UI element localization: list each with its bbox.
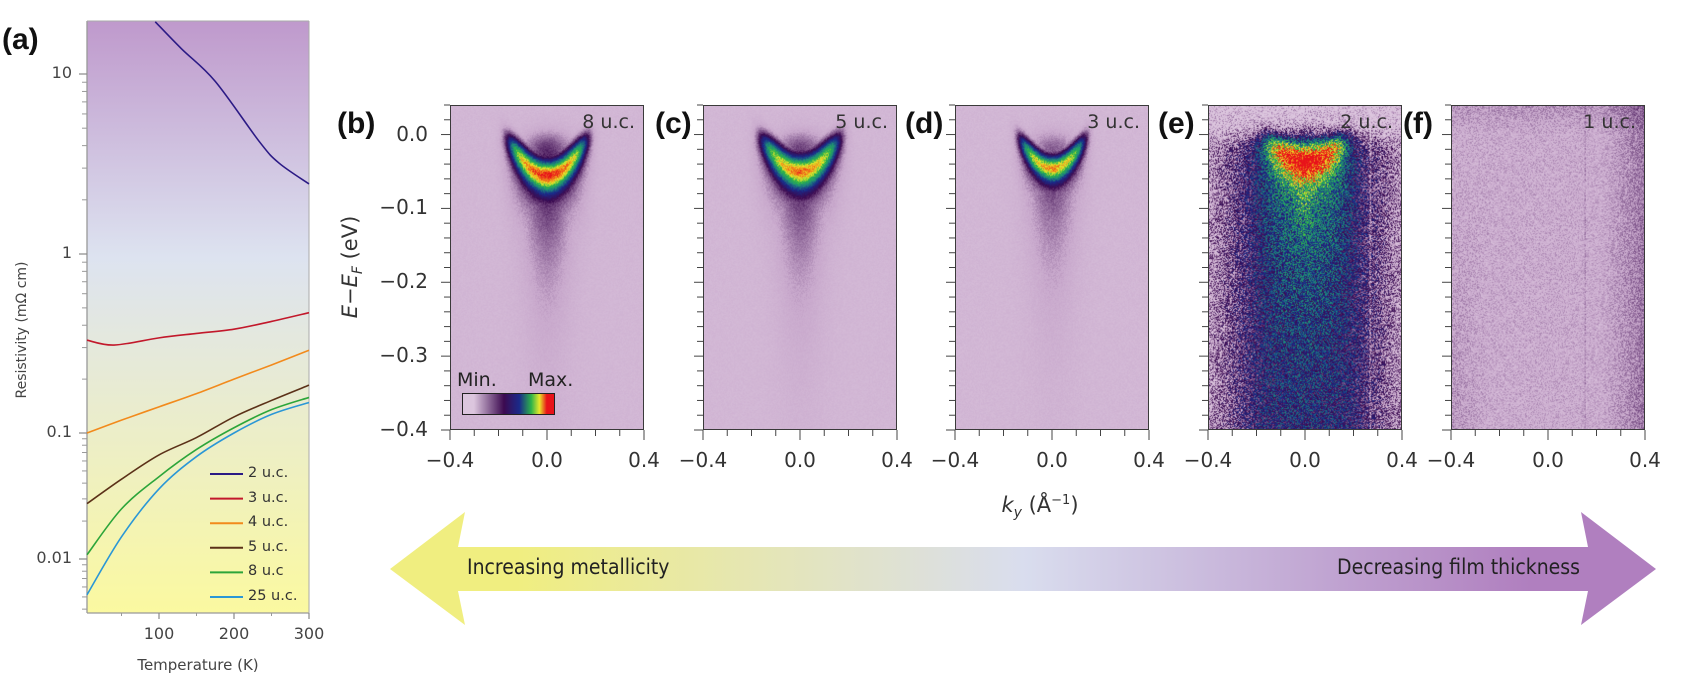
momentum-tick-label: 0.0 (1289, 448, 1321, 472)
momentum-tick-label: 0.4 (1629, 448, 1661, 472)
momentum-tick-label: 0.4 (1386, 448, 1418, 472)
increasing-metallicity-label: Increasing metallicity (467, 555, 670, 579)
momentum-label-unit: (Å (1021, 493, 1052, 517)
colorbar-max-label: Max. (528, 369, 574, 391)
momentum-tick-label: −0.4 (1183, 448, 1233, 472)
energy-tick-label: 0.0 (396, 121, 428, 146)
panel-label-a: (a) (2, 23, 39, 56)
panel-label-b: (b) (337, 107, 376, 140)
legend-label: 5 u.c. (248, 538, 289, 555)
energy-tick-label: −0.4 (379, 417, 428, 441)
momentum-tick-label: 0.4 (628, 448, 660, 472)
y-tick-label: 0.1 (46, 422, 72, 441)
thickness-label: 2 u.c. (1340, 111, 1393, 133)
decreasing-thickness-label: Decreasing film thickness (1337, 555, 1580, 579)
thickness-label: 8 u.c. (582, 111, 635, 133)
panel-label-e: (e) (1158, 107, 1195, 140)
colorbar-min-label: Min. (457, 369, 497, 391)
resistivity-plot-background (87, 21, 309, 613)
momentum-label-exp: −1 (1051, 493, 1071, 508)
legend-label: 8 u.c (248, 563, 284, 580)
arpes-spectrum-2-u-c (1208, 105, 1402, 430)
series-line-5-u-c (86, 384, 310, 505)
y-tick-label: 0.01 (36, 548, 72, 567)
energy-tick-label: −0.3 (379, 343, 428, 368)
momentum-tick-label: 0.0 (784, 448, 816, 472)
y-tick-label: 1 (61, 243, 72, 262)
energy-tick-label: −0.2 (379, 269, 428, 294)
legend-label: 2 u.c. (248, 465, 289, 481)
momentum-label-sub: y (1013, 505, 1022, 522)
momentum-tick-label: 0.4 (881, 448, 913, 472)
momentum-tick-label: −0.4 (678, 448, 728, 472)
series-line-8-u-c (86, 396, 310, 556)
panel-label-c: (c) (655, 107, 692, 140)
legend-label: 4 u.c. (248, 514, 289, 531)
thickness-label: 3 u.c. (1087, 111, 1140, 133)
momentum-tick-label: 0.0 (1532, 448, 1564, 472)
energy-tick-label: −0.1 (379, 195, 428, 220)
arpes-spectrum-1-u-c (1451, 105, 1645, 430)
thickness-metallicity-arrow (390, 512, 1656, 625)
thickness-label: 5 u.c. (835, 111, 888, 133)
arpes-spectrum-3-u-c (955, 105, 1149, 430)
x-tick-label: 200 (218, 624, 250, 643)
momentum-tick-label: 0.0 (1036, 448, 1068, 472)
legend-label: 25 u.c. (248, 588, 298, 604)
legend-label: 3 u.c. (248, 489, 289, 506)
arpes-spectrum-8-u-c (450, 105, 644, 430)
x-tick-label: 100 (143, 624, 175, 643)
y-tick-label: 10 (51, 63, 72, 82)
momentum-label-main: k (1001, 493, 1014, 517)
panel-label-f: (f) (1403, 107, 1433, 140)
x-tick-label: 300 (293, 624, 325, 643)
momentum-label-close: ) (1070, 493, 1079, 517)
panel-label-d: (d) (905, 107, 944, 140)
momentum-tick-label: −0.4 (1426, 448, 1476, 472)
series-line-3-u-c (86, 311, 310, 346)
temperature-axis-label: Temperature (K) (137, 656, 259, 674)
momentum-tick-label: 0.4 (1133, 448, 1165, 472)
momentum-tick-label: −0.4 (930, 448, 980, 472)
series-line-25-u-c (86, 401, 310, 596)
momentum-axis-label: ky (Å−1) (1001, 493, 1078, 521)
thickness-label: 1 u.c. (1583, 111, 1636, 133)
momentum-tick-label: 0.0 (531, 448, 563, 472)
series-line-4-u-c (86, 349, 310, 434)
series-line-2-u-c (154, 21, 310, 185)
arpes-spectrum-5-u-c (703, 105, 897, 430)
colorbar (462, 393, 555, 415)
momentum-tick-label: −0.4 (425, 448, 475, 472)
